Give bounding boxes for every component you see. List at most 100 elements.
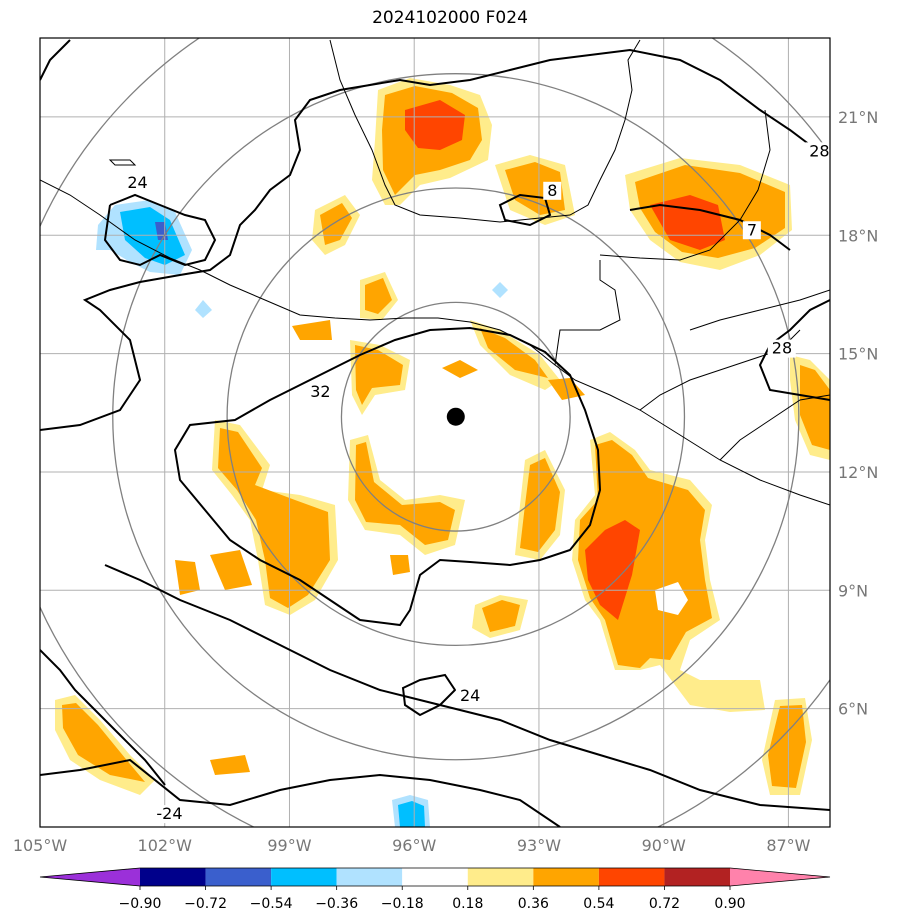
contour-east-inner bbox=[498, 193, 552, 227]
anomaly-blob-nw-core bbox=[320, 203, 352, 245]
lon-tick-label: 102°W bbox=[138, 836, 193, 855]
anomaly-blob-small-1 bbox=[292, 320, 332, 340]
colorbar: −0.90 −0.72 −0.54 −0.36 −0.18 0.18 0.36 0.54 0.7… bbox=[39, 867, 831, 912]
colorbar-extend-low bbox=[40, 868, 140, 886]
contour-24-west bbox=[103, 193, 217, 267]
negative-blob-small-1 bbox=[195, 300, 212, 318]
anomaly-blob-center-e-core bbox=[480, 328, 548, 378]
colorbar-segment bbox=[664, 868, 730, 886]
colorbar-tick-label: −0.90 bbox=[119, 896, 162, 912]
anomaly-blob-se-core bbox=[768, 705, 806, 788]
anomaly-blob-far-e-core bbox=[800, 365, 830, 450]
border-guatemala bbox=[554, 260, 621, 366]
colorbar-tick-label: 0.36 bbox=[518, 896, 549, 912]
coastline-yucatan bbox=[599, 109, 771, 261]
contour-label-bg bbox=[543, 181, 562, 200]
negative-blob-nw-core bbox=[120, 207, 185, 265]
longitude-tick-labels: 105°W 102°W 99°W 96°W 93°W 90°W 87°W bbox=[13, 836, 811, 855]
anomaly-blob-small-6 bbox=[390, 555, 410, 575]
range-ring bbox=[226, 187, 686, 647]
anomaly-blob-mid-w-core bbox=[365, 278, 392, 314]
contour-label-bg bbox=[123, 173, 152, 192]
lon-tick-label: 96°W bbox=[392, 836, 436, 855]
anomaly-blob-sw-coast-core bbox=[62, 703, 145, 782]
negative-blob-south-core bbox=[398, 801, 425, 827]
anomaly-blob-sw-core bbox=[218, 428, 330, 608]
range-ring bbox=[112, 73, 800, 761]
contour-label-bg bbox=[805, 142, 834, 161]
lat-lon-grid bbox=[40, 38, 830, 827]
contour-28-east bbox=[758, 299, 830, 401]
lat-tick-label: 15°N bbox=[838, 345, 878, 364]
contour-label: -24 bbox=[156, 804, 182, 823]
contour-ne-box bbox=[629, 203, 791, 251]
contour-label: 28 bbox=[809, 141, 829, 160]
colorbar-extend-high bbox=[730, 868, 830, 886]
colorbar-tick-label: −0.72 bbox=[184, 896, 227, 912]
contour-28-outer bbox=[40, 48, 830, 431]
colorbar-segment bbox=[336, 868, 403, 886]
anomaly-blob-small-4 bbox=[175, 560, 200, 595]
colorbar-segment bbox=[271, 868, 337, 886]
contour-label-bg bbox=[742, 221, 761, 240]
contour-minus24 bbox=[40, 758, 561, 827]
border-nicaragua bbox=[719, 394, 830, 461]
contour-south-inner bbox=[401, 673, 457, 717]
contour-labels: 24 32 28 28 24 -24 8 7 bbox=[123, 141, 834, 824]
anomaly-blob-west-ring-core bbox=[355, 345, 403, 405]
anomaly-blob-ne-max bbox=[650, 195, 725, 250]
lon-tick-label: 93°W bbox=[517, 836, 561, 855]
contour-label-bg bbox=[767, 339, 796, 358]
anomaly-blob-small-5 bbox=[210, 550, 252, 590]
colorbar-segment bbox=[533, 868, 599, 886]
contour-label-bg bbox=[455, 686, 484, 705]
colorbar-tick-label: 0.72 bbox=[649, 896, 680, 912]
storm-center-marker bbox=[446, 407, 465, 426]
anomaly-blob-small-2 bbox=[442, 360, 478, 378]
anomaly-blob-small-7 bbox=[210, 755, 250, 775]
lat-tick-label: 9°N bbox=[838, 581, 868, 600]
contour-32 bbox=[173, 326, 602, 627]
range-rings bbox=[40, 38, 830, 827]
colorbar-tick-label: −0.36 bbox=[315, 896, 358, 912]
contour-label: 32 bbox=[310, 382, 330, 401]
colorbar-segment bbox=[205, 868, 272, 886]
height-contours bbox=[40, 39, 830, 827]
lat-tick-label: 21°N bbox=[838, 108, 878, 127]
coastline-mexico-pacific bbox=[40, 179, 576, 381]
latitude-tick-labels: 6°N 9°N 12°N 15°N 18°N 21°N bbox=[838, 108, 878, 719]
colorbar-tick-label: 0.54 bbox=[583, 896, 614, 912]
colorbar-segment bbox=[598, 868, 665, 886]
lat-tick-label: 12°N bbox=[838, 463, 878, 482]
colorbar-segment bbox=[402, 868, 468, 886]
colorbar-segment bbox=[467, 868, 534, 886]
coastline-mexico-interior bbox=[108, 159, 137, 166]
lon-tick-label: 105°W bbox=[13, 836, 68, 855]
contour-label: 24 bbox=[460, 686, 480, 705]
colorbar-tick-label: 0.18 bbox=[452, 896, 483, 912]
colorbar-tick-label: −0.18 bbox=[381, 896, 424, 912]
coastline-gulf bbox=[329, 39, 641, 223]
negative-blob-small-2 bbox=[492, 282, 508, 298]
colorbar-segment bbox=[140, 868, 206, 886]
coastline-central-america bbox=[574, 379, 830, 506]
lon-tick-label: 90°W bbox=[642, 836, 686, 855]
contour-label: 8 bbox=[547, 181, 557, 200]
contour-label: 24 bbox=[127, 173, 147, 192]
colorbar-tick-label: 0.90 bbox=[714, 896, 745, 912]
contour-label: 7 bbox=[747, 220, 757, 239]
contour-24-nw bbox=[40, 39, 71, 81]
lon-tick-label: 87°W bbox=[766, 836, 810, 855]
lon-tick-label: 99°W bbox=[267, 836, 311, 855]
anomaly-blob-south-core bbox=[482, 600, 520, 632]
contour-label-bg bbox=[152, 805, 191, 824]
contour-sw bbox=[40, 649, 166, 786]
anomaly-blob-nne-core bbox=[505, 162, 565, 215]
anomaly-blob-center-s-core bbox=[355, 442, 455, 545]
range-ring bbox=[340, 301, 571, 532]
contour-label: 28 bbox=[772, 339, 792, 358]
lat-tick-label: 18°N bbox=[838, 226, 878, 245]
contour-label-bg bbox=[306, 382, 335, 401]
lat-tick-label: 6°N bbox=[838, 700, 868, 719]
